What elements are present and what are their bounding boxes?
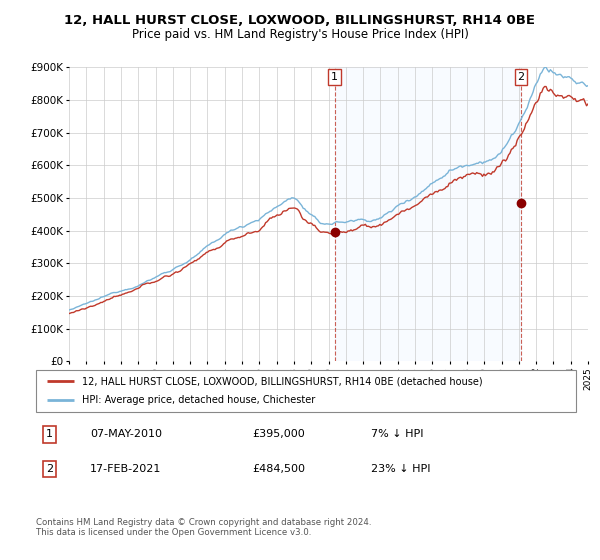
Text: Price paid vs. HM Land Registry's House Price Index (HPI): Price paid vs. HM Land Registry's House … [131,28,469,41]
Bar [335,67,521,361]
FancyBboxPatch shape [36,370,576,412]
Text: 12, HALL HURST CLOSE, LOXWOOD, BILLINGSHURST, RH14 0BE (detached house): 12, HALL HURST CLOSE, LOXWOOD, BILLINGSH… [82,376,482,386]
Text: £395,000: £395,000 [252,430,305,440]
Text: 2: 2 [46,464,53,474]
Text: Contains HM Land Registry data © Crown copyright and database right 2024.
This d: Contains HM Land Registry data © Crown c… [36,518,371,538]
Text: 2: 2 [517,72,524,82]
Text: 1: 1 [331,72,338,82]
Text: 12, HALL HURST CLOSE, LOXWOOD, BILLINGSHURST, RH14 0BE: 12, HALL HURST CLOSE, LOXWOOD, BILLINGSH… [65,14,536,27]
Text: HPI: Average price, detached house, Chichester: HPI: Average price, detached house, Chic… [82,395,315,405]
Text: 07-MAY-2010: 07-MAY-2010 [90,430,162,440]
Text: 7% ↓ HPI: 7% ↓ HPI [371,430,424,440]
Text: 17-FEB-2021: 17-FEB-2021 [90,464,161,474]
Text: £484,500: £484,500 [252,464,305,474]
Text: 1: 1 [46,430,53,440]
Text: 23% ↓ HPI: 23% ↓ HPI [371,464,430,474]
